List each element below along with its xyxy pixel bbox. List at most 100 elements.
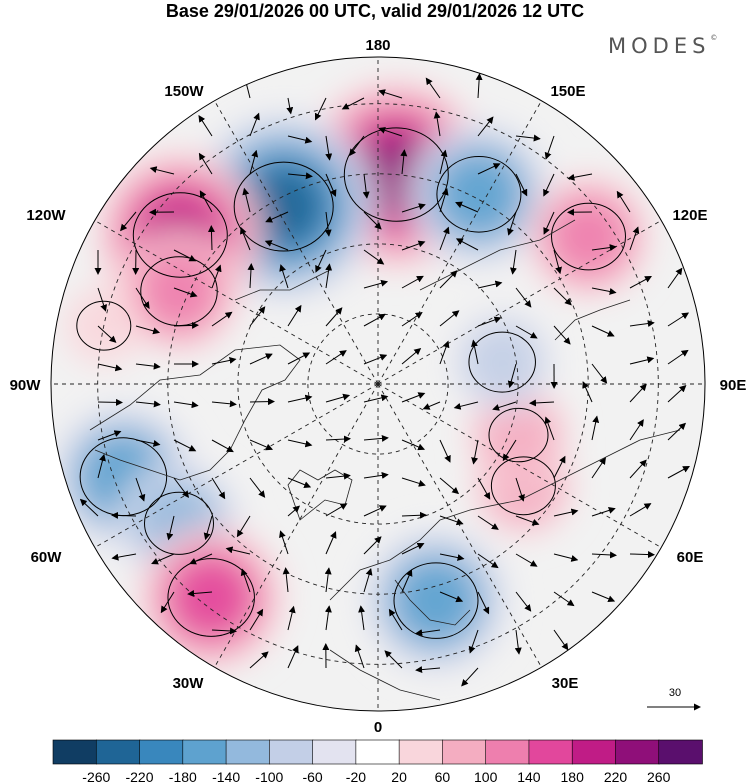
- wind-vectors: [79, 73, 690, 687]
- anomaly-contour: [76, 300, 132, 351]
- wind-arrow: [363, 394, 389, 403]
- wind-arrow: [629, 356, 655, 365]
- wind-arrow: [401, 439, 426, 451]
- wind-arrow: [173, 249, 197, 262]
- colorbar-swatch: [485, 739, 530, 765]
- wind-arrow: [325, 135, 333, 161]
- wind-arrow: [325, 173, 337, 197]
- lon-label-60w: 60W: [31, 549, 63, 566]
- wind-arrow: [471, 439, 479, 465]
- wind-arrow: [502, 439, 517, 462]
- siberia-coast: [419, 219, 576, 291]
- copyright-mark: ©: [710, 34, 718, 42]
- wind-arrow: [287, 394, 313, 403]
- wind-arrow: [287, 505, 301, 517]
- wind-arrow: [249, 398, 275, 406]
- wind-arrow: [324, 605, 332, 631]
- wind-arrow: [439, 477, 460, 495]
- lon-label-120e: 120E: [672, 207, 707, 224]
- wind-arrow: [249, 477, 266, 498]
- meridian-line: [94, 383, 379, 548]
- wind-arrow: [616, 190, 631, 213]
- wind-arrow: [324, 211, 332, 237]
- wind-arrow: [477, 477, 491, 500]
- wind-arrow: [97, 325, 117, 343]
- wind-arrow: [582, 381, 593, 403]
- anomaly-cell: [140, 252, 218, 331]
- meridian-line: [214, 100, 379, 385]
- reference-vector-label: 30: [669, 687, 681, 699]
- wind-arrow: [401, 275, 424, 289]
- wind-arrow: [97, 363, 123, 372]
- wind-arrow: [415, 666, 441, 674]
- colorbar-tick-label: -220: [125, 769, 153, 783]
- wind-arrow: [325, 503, 348, 517]
- wind-arrow: [173, 321, 199, 329]
- wind-arrow: [111, 553, 137, 561]
- map-border: [50, 56, 706, 712]
- wind-arrow: [249, 149, 259, 175]
- north-america-coast: [89, 344, 301, 481]
- wind-arrow: [553, 508, 579, 517]
- wind-arrow: [199, 190, 213, 213]
- wind-arrow: [173, 439, 197, 452]
- colorbar-tick-label: 260: [647, 769, 671, 783]
- wind-arrow: [265, 211, 289, 223]
- wind-arrow: [543, 173, 555, 197]
- wind-arrow: [211, 439, 234, 453]
- wind-arrow: [439, 591, 464, 603]
- wind-arrow: [667, 422, 687, 441]
- wind-arrow: [439, 439, 451, 463]
- colorbar-swatch: [95, 739, 141, 765]
- wind-arrow: [401, 203, 426, 213]
- wind-arrow: [667, 466, 690, 479]
- wind-arrow: [433, 111, 441, 137]
- wind-arrow: [198, 152, 213, 175]
- wind-arrow: [249, 306, 266, 327]
- wind-arrow: [97, 430, 122, 441]
- wind-arrow: [509, 249, 517, 275]
- wind-arrow: [363, 536, 382, 555]
- wind-arrow: [439, 515, 464, 526]
- wind-arrow: [247, 263, 255, 289]
- anomaly-contour: [132, 192, 228, 278]
- colorbar-swatch: [398, 739, 444, 765]
- wind-arrow: [477, 515, 499, 530]
- anomaly-contour: [343, 127, 449, 222]
- wind-arrow: [349, 135, 365, 157]
- wind-arrow: [384, 650, 403, 669]
- colorbar-tick-label: -100: [255, 769, 283, 783]
- wind-arrow: [325, 435, 351, 443]
- map-title: Base 29/01/2026 00 UTC, valid 29/01/2026…: [165, 1, 585, 21]
- wind-arrow: [515, 477, 525, 502]
- wind-arrow: [249, 651, 269, 669]
- wind-arrow: [324, 567, 332, 593]
- wind-arrow: [401, 312, 423, 327]
- wind-arrow: [287, 477, 312, 488]
- anomaly-cell: [397, 561, 475, 640]
- wind-arrow: [325, 531, 337, 555]
- wind-arrow: [455, 201, 479, 213]
- wind-arrow: [287, 352, 311, 365]
- wind-arrow: [325, 393, 351, 403]
- colorbar-swatch: [312, 739, 357, 765]
- wind-arrow: [591, 363, 608, 384]
- wind-arrow: [515, 173, 528, 197]
- wind-arrow: [629, 276, 652, 289]
- colorbar-swatch: [52, 739, 98, 765]
- wind-arrow: [325, 350, 347, 365]
- wind-arrow: [287, 172, 313, 180]
- lon-label-0: 0: [374, 719, 382, 736]
- wind-arrow: [515, 325, 538, 339]
- colorbar-swatch: [442, 739, 487, 765]
- latitude-circle: [237, 243, 519, 525]
- wind-arrow: [453, 401, 479, 410]
- anomaly-cell: [439, 155, 518, 234]
- wind-arrow: [401, 511, 427, 519]
- wind-arrow: [240, 568, 251, 593]
- wind-arrow: [363, 434, 389, 442]
- wind-arrow: [477, 280, 503, 289]
- wind-arrow: [629, 551, 655, 559]
- wind-arrow: [544, 416, 555, 441]
- wind-arrow: [236, 515, 251, 538]
